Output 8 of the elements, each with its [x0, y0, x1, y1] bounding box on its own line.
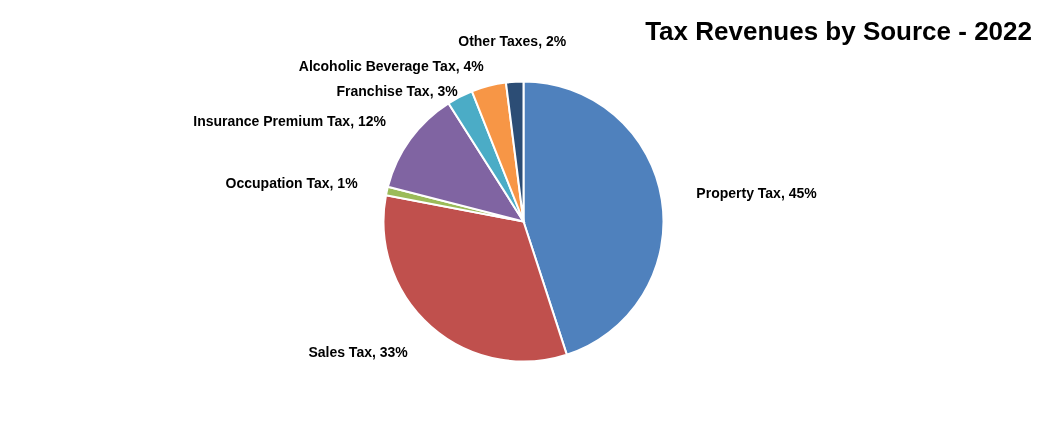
- slice-label: Occupation Tax, 1%: [225, 175, 359, 192]
- slice-label: Insurance Premium Tax, 12%: [193, 112, 387, 129]
- slice-label: Other Taxes, 2%: [458, 32, 567, 49]
- slice-label: Sales Tax, 33%: [308, 343, 409, 360]
- slice-label: Franchise Tax, 3%: [336, 83, 459, 100]
- slice-label: Property Tax, 45%: [696, 185, 818, 202]
- slice-label: Alcoholic Beverage Tax, 4%: [298, 57, 485, 74]
- chart-title: Tax Revenues by Source - 2022: [645, 16, 1032, 46]
